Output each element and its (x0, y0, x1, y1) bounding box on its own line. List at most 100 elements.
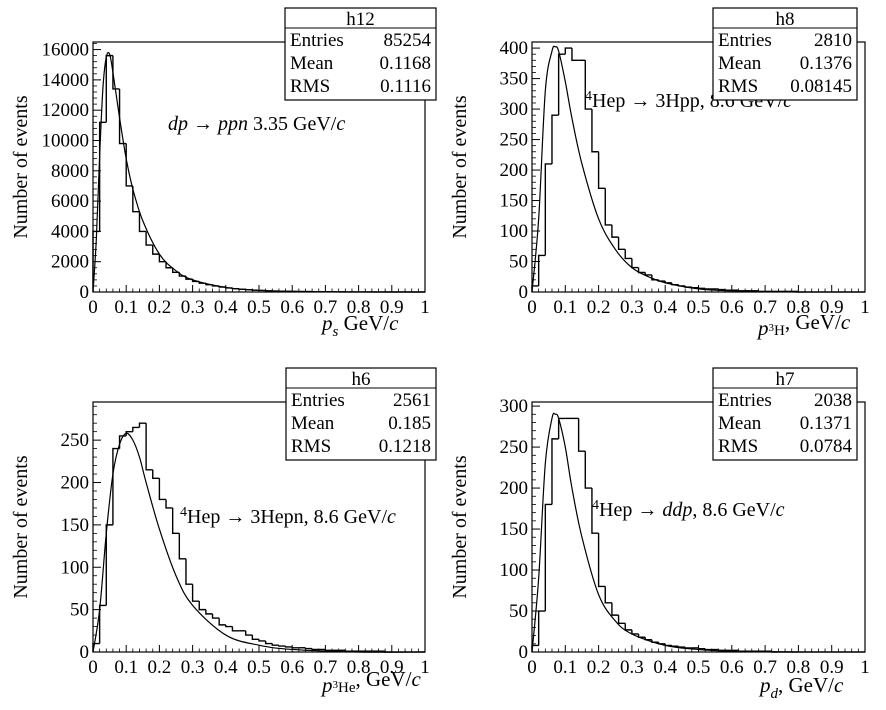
x-tick-label: 0.1 (114, 657, 138, 678)
y-tick-label: 150 (61, 515, 90, 536)
stats-box-title: h12 (346, 9, 375, 30)
hist-bin (344, 650, 352, 652)
hist-bin (218, 618, 226, 626)
x-tick-label: 0.8 (787, 297, 811, 318)
hist-bin (577, 418, 586, 452)
stats-value: 0.1116 (380, 76, 431, 97)
x-axis-label-symbol: p (758, 673, 771, 697)
stats-value: 85254 (384, 30, 432, 51)
x-tick-label: 1 (420, 657, 430, 678)
y-tick-label: 12000 (42, 100, 90, 121)
x-tick-label: 0.3 (181, 297, 205, 318)
x-tick-label: 1 (860, 657, 870, 678)
x-axis-label: ps GeV/c (320, 311, 399, 340)
stats-label: Mean (718, 413, 762, 434)
panel-h12: 0 0.1 0.2 0.3 0.4 0.5 0.6 0.7 0.8 0.9 1 0 2000 4000 60… (10, 7, 437, 340)
x-axis-label-subscript: 3He (333, 679, 356, 696)
x-tick-label: 0.7 (753, 657, 777, 678)
x-tick-label: 0.8 (347, 297, 371, 318)
hist-bin (145, 231, 153, 246)
x-tick-label: 0.2 (148, 297, 172, 318)
stats-label: Mean (290, 53, 334, 74)
y-tick-label: 200 (61, 473, 90, 494)
hist-bin (637, 633, 646, 638)
hist-bin (98, 604, 107, 644)
stats-label: Entries (718, 390, 772, 411)
panel-h7: 0 0.1 0.2 0.3 0.4 0.5 0.6 0.7 0.8 0.9 1 0 50 100 150 20… (449, 367, 870, 702)
y-tick-label: 300 (500, 396, 529, 417)
y-tick-label: 0 (80, 282, 90, 303)
hist-bin (604, 586, 612, 604)
reaction-label: 4Hep → ddp, 8.6 GeV/c (592, 498, 785, 521)
x-axis-label-symbol: p (320, 311, 333, 335)
stats-value: 2810 (814, 30, 852, 51)
panel-h8: 0 0.1 0.2 0.3 0.4 0.5 0.6 0.7 0.8 0.9 1 0 50 100 150 20… (449, 7, 870, 340)
hist-bin (537, 254, 546, 286)
x-tick-label: 0.9 (820, 297, 844, 318)
hist-bin (112, 55, 120, 90)
hist-bin (132, 426, 140, 432)
x-tick-label: 0.8 (347, 657, 371, 678)
x-tick-label: 0.9 (820, 657, 844, 678)
hist-bin (551, 114, 559, 164)
hist-bin (311, 648, 319, 651)
hist-bin (684, 647, 692, 649)
hist-bin (231, 626, 240, 632)
hist-bin (611, 602, 619, 616)
hist-bin (611, 224, 619, 238)
hist-bin (544, 163, 552, 256)
fit-curve (92, 51, 426, 293)
fit-curve (92, 432, 426, 653)
y-axis-label: Number of events (10, 95, 32, 239)
hist-bin (597, 151, 606, 190)
stats-label: Entries (291, 390, 345, 411)
x-axis-label-symbol: p (756, 316, 769, 340)
hist-bin (138, 211, 147, 233)
y-tick-label: 200 (500, 160, 529, 181)
y-tick-label: 0 (519, 282, 529, 303)
stats-box-title: h7 (776, 369, 795, 390)
y-tick-label: 150 (500, 519, 529, 540)
hist-bin (697, 647, 706, 650)
hist-bin (637, 267, 646, 274)
x-tick-label: 0 (527, 297, 537, 318)
hist-bin (557, 53, 566, 116)
hist-bin (125, 430, 133, 436)
stats-label: Entries (290, 30, 344, 51)
y-axis-label: Number of events (449, 95, 471, 239)
x-tick-label: 0.2 (148, 657, 172, 678)
hist-bin (98, 121, 107, 232)
x-tick-label: 0.5 (687, 297, 711, 318)
x-tick-label: 0.9 (380, 297, 404, 318)
x-tick-label: 0.5 (247, 297, 271, 318)
x-tick-label: 0.7 (314, 297, 338, 318)
y-tick-label: 100 (500, 221, 529, 242)
hist-bin (158, 254, 167, 263)
stats-value: 2038 (814, 390, 852, 411)
hist-bin (584, 451, 592, 489)
y-tick-label: 150 (500, 191, 529, 212)
y-tick-label: 100 (500, 560, 529, 581)
stats-label: RMS (718, 76, 758, 97)
hist-bin (165, 499, 173, 509)
y-tick-label: 50 (509, 601, 528, 622)
y-tick-label: 50 (509, 252, 528, 273)
fit-curve (531, 45, 799, 293)
hist-bin (225, 624, 233, 628)
stats-box-title: h6 (352, 369, 371, 390)
stats-label: RMS (290, 76, 330, 97)
stats-box-frame (712, 7, 858, 101)
hist-bin (631, 629, 639, 635)
x-tick-label: 0.6 (720, 297, 744, 318)
stats-value: 0.08145 (790, 76, 852, 97)
hist-bin (544, 503, 552, 612)
hist-bin (624, 249, 632, 260)
x-axis-label-subscript: d (771, 686, 779, 702)
x-axis-label-unit: , GeV/c (778, 673, 844, 697)
hist-bin (617, 615, 626, 625)
hist-bin (264, 640, 273, 645)
x-tick-label: 0.6 (720, 657, 744, 678)
hist-bin (271, 643, 279, 646)
hist-bin (171, 507, 180, 535)
